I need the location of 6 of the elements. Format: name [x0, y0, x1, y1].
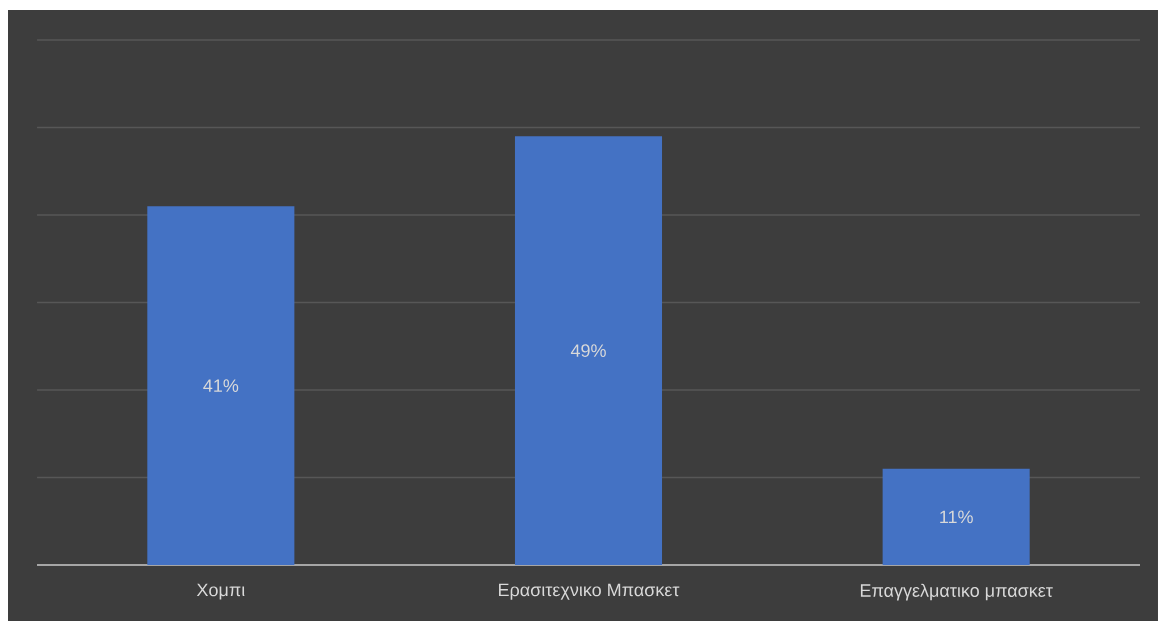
x-tick-label: Ερασιτεχνικο Μπασκετ	[499, 583, 680, 600]
data-label: 49%	[570, 344, 606, 357]
x-tick-label: Χομπι	[196, 583, 245, 600]
data-label: 41%	[203, 379, 239, 392]
x-tick-label: Επαγγελματικο μπασκετ	[860, 583, 1053, 601]
data-label: 11%	[940, 510, 973, 524]
